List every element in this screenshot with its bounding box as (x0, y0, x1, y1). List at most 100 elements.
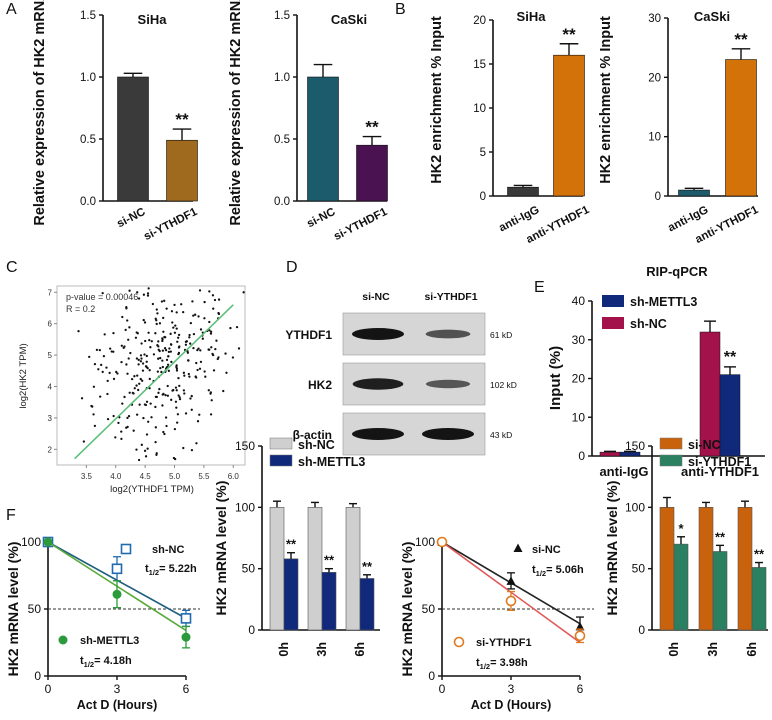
category-label: si-YTHDF1 (332, 206, 390, 243)
scatter-point (99, 395, 102, 398)
scatter-point (139, 377, 142, 381)
scatter-point (171, 389, 174, 392)
legend-swatch (602, 295, 624, 307)
y-tick-label: 5 (480, 147, 486, 159)
scatter-point (177, 394, 180, 397)
scatter-point (102, 355, 106, 358)
scatter-point (160, 300, 164, 303)
scatter-point (162, 330, 165, 333)
bar-anti-IgG (678, 189, 710, 197)
scatter-point (204, 375, 207, 378)
blot-band (352, 378, 404, 390)
y-tick-label: 0 (480, 191, 486, 203)
y-tick-label: 40 (572, 294, 586, 308)
scatter-point (141, 379, 144, 382)
scatter-point (137, 388, 140, 392)
bar-si-YTHDF1 (751, 567, 767, 631)
bar-sh-METTL3 (719, 374, 741, 457)
x-tick-label: 3 (114, 682, 121, 696)
scatter-point (183, 374, 186, 377)
scatter-point (123, 395, 126, 399)
scatter-point (137, 297, 141, 300)
scatter-point (146, 294, 150, 297)
scatter-point (213, 298, 217, 302)
scatter-point (210, 346, 213, 349)
scatter-point (140, 342, 143, 345)
scatter-point (170, 398, 173, 401)
scatter-point (147, 287, 150, 290)
y-tick-label: 10 (473, 103, 486, 115)
data-point-si-NC (575, 621, 585, 631)
scatter-point (127, 338, 130, 341)
scatter-point (173, 427, 177, 431)
panel-label-A: A (6, 1, 17, 18)
scatter-point (150, 416, 153, 419)
scatter-point (203, 317, 206, 320)
panel-f-decay-siythdf1: 0 50 100 0 3 6 Act D (Hours) HK2 mRNA level (%)… (399, 535, 594, 712)
scatter-point (149, 402, 152, 405)
scatter-point (135, 448, 138, 451)
scatter-point (128, 326, 131, 329)
y-tick-label: 10 (648, 132, 661, 144)
scatter-point (154, 405, 157, 409)
scatter-point (224, 352, 227, 355)
scatter-point (212, 307, 215, 310)
data-point-si-YTHDF1 (505, 595, 517, 607)
panel-f-decay-shmettl3: 0 50 100 0 3 6 Act D (Hours) HK2 mRNA level (%)… (5, 535, 200, 712)
scatter-point (101, 291, 104, 295)
scatter-point (159, 356, 162, 360)
scatter-point (208, 348, 211, 351)
chart-title: CaSki (331, 12, 367, 27)
scatter-point (125, 426, 128, 429)
scatter-point (123, 345, 126, 348)
scatter-point (155, 319, 158, 322)
y-tick-label: 6 (48, 320, 53, 329)
scatter-point (154, 426, 157, 429)
scatter-point (133, 375, 136, 378)
legend-swatch (269, 454, 293, 467)
scatter-point (135, 357, 139, 360)
scatter-point (88, 355, 91, 359)
scatter-point (109, 347, 112, 350)
scatter-point (199, 328, 203, 331)
scatter-point (143, 403, 147, 406)
scatter-point (235, 325, 239, 329)
scatter-point (145, 433, 149, 436)
scatter-point (178, 345, 181, 348)
scatter-point (115, 370, 118, 374)
y-tick-label: 0 (248, 623, 255, 637)
significance-label: ** (175, 110, 189, 129)
scatter-point (209, 392, 212, 395)
scatter-point (192, 332, 196, 336)
chart-title: CaSki (694, 9, 730, 24)
scatter-point (187, 372, 190, 376)
scatter-point (95, 348, 99, 352)
significance-label: ** (724, 349, 737, 366)
scatter-point (174, 324, 177, 327)
scatter-point (166, 384, 169, 388)
scatter-point (173, 331, 177, 334)
x-tick-label: 4.0 (110, 472, 122, 481)
scatter-point (134, 336, 138, 339)
bar-anti-YTHDF1 (725, 59, 757, 197)
y-tick-label: 3 (48, 414, 53, 423)
scatter-point (144, 455, 148, 458)
scatter-point (152, 353, 156, 356)
scatter-point (165, 424, 168, 428)
blot-band (422, 428, 474, 440)
scatter-point (170, 360, 173, 363)
scatter-point (172, 456, 176, 460)
regression-line (74, 304, 234, 460)
scatter-point (146, 447, 149, 450)
bar-si-NC (307, 76, 339, 202)
scatter-point (120, 360, 123, 364)
scatter-point (138, 382, 141, 385)
scatter-point (211, 352, 214, 356)
scatter-point (229, 326, 232, 330)
y-tick-label: 30 (572, 333, 586, 347)
bar-anti-IgG (507, 186, 539, 197)
scatter-point (97, 368, 100, 371)
scatter-point (120, 344, 123, 347)
scatter-point (199, 360, 203, 363)
